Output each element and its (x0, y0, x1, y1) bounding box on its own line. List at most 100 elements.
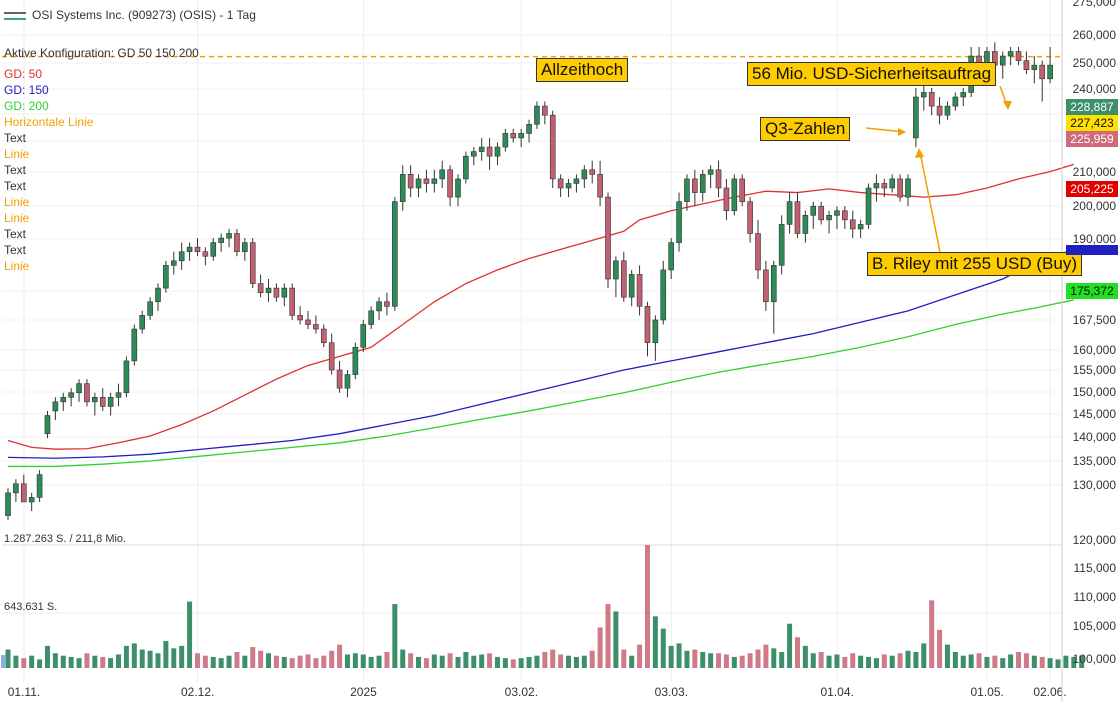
candle[interactable] (60, 392, 67, 411)
candle[interactable] (92, 392, 98, 416)
candle[interactable] (755, 219, 761, 279)
candle[interactable] (352, 342, 359, 380)
candle[interactable] (676, 192, 682, 252)
candle[interactable] (668, 238, 674, 279)
candle[interactable] (905, 174, 911, 207)
candle[interactable] (407, 165, 414, 198)
candle[interactable] (542, 101, 548, 125)
candle[interactable] (510, 128, 517, 143)
annotation-b-riley[interactable]: B. Riley mit 255 USD (Buy) (867, 252, 1082, 276)
candle[interactable] (99, 388, 106, 411)
candle[interactable] (455, 174, 461, 207)
legend-item[interactable]: Linie (4, 147, 30, 161)
candle[interactable] (502, 128, 509, 152)
candle[interactable] (5, 488, 11, 521)
candle[interactable] (226, 228, 232, 248)
candle[interactable] (415, 174, 422, 198)
legend-item[interactable]: GD: 50 (4, 67, 43, 81)
candle[interactable] (336, 360, 343, 393)
candle[interactable] (313, 315, 319, 334)
candle[interactable] (1023, 51, 1030, 75)
legend-item[interactable]: Text (4, 179, 27, 193)
candle[interactable] (692, 169, 698, 207)
candle[interactable] (652, 315, 659, 361)
candle[interactable] (534, 101, 540, 129)
candle[interactable] (873, 174, 880, 202)
ma150-line[interactable] (7, 248, 1075, 459)
candle[interactable] (234, 228, 240, 257)
candle[interactable] (920, 83, 927, 111)
candle[interactable] (178, 242, 185, 270)
candle[interactable] (573, 174, 580, 193)
candle[interactable] (928, 87, 935, 116)
candle[interactable] (849, 210, 856, 239)
legend-item[interactable]: GD: 200 (4, 99, 49, 113)
candle[interactable] (810, 201, 817, 229)
candle[interactable] (1047, 46, 1053, 84)
candle[interactable] (115, 383, 122, 407)
candle[interactable] (881, 178, 888, 198)
ma50-line[interactable] (7, 163, 1074, 450)
ma200-line[interactable] (8, 299, 1074, 468)
candle[interactable] (131, 324, 138, 366)
candle[interactable] (384, 292, 390, 316)
candle[interactable] (747, 197, 753, 243)
annotation-sicherheitsauftrag[interactable]: 56 Mio. USD-Sicherheitsauftrag (747, 62, 997, 86)
candle[interactable] (368, 306, 374, 330)
candle[interactable] (281, 283, 288, 307)
candle[interactable] (439, 160, 446, 188)
candle[interactable] (360, 319, 367, 352)
candle[interactable] (786, 192, 793, 234)
candle[interactable] (170, 251, 177, 275)
candle[interactable] (52, 397, 59, 421)
candle[interactable] (257, 274, 264, 298)
candle[interactable] (802, 210, 809, 243)
candle[interactable] (344, 370, 351, 398)
candle[interactable] (194, 238, 201, 257)
candle[interactable] (763, 260, 769, 311)
candle[interactable] (865, 183, 872, 229)
candle[interactable] (731, 174, 738, 216)
candle[interactable] (715, 160, 722, 198)
candle[interactable] (68, 388, 74, 407)
candle[interactable] (486, 137, 493, 170)
legend-item[interactable]: GD: 150 (4, 83, 49, 97)
legend-item[interactable]: Text (4, 243, 27, 257)
candle[interactable] (147, 297, 153, 320)
candle[interactable] (163, 260, 169, 293)
candle[interactable] (660, 260, 667, 325)
candle[interactable] (999, 51, 1006, 79)
candle[interactable] (297, 306, 303, 325)
candle[interactable] (463, 151, 469, 184)
candle[interactable] (470, 147, 477, 166)
candle[interactable] (218, 233, 224, 252)
candle[interactable] (1039, 60, 1046, 102)
candle[interactable] (139, 310, 146, 334)
candle[interactable] (597, 160, 603, 207)
candle[interactable] (605, 192, 611, 289)
candle[interactable] (36, 470, 43, 502)
candle[interactable] (305, 310, 311, 330)
candle[interactable] (739, 174, 746, 207)
candle[interactable] (889, 174, 896, 193)
candle[interactable] (494, 142, 501, 166)
candle[interactable] (936, 97, 943, 125)
annotation-allzeithoch[interactable]: Allzeithoch (536, 58, 629, 82)
candle[interactable] (613, 256, 619, 298)
candle[interactable] (644, 301, 651, 357)
candle[interactable] (392, 197, 398, 311)
candle[interactable] (518, 128, 524, 148)
candle[interactable] (636, 265, 643, 316)
candle[interactable] (897, 174, 903, 202)
candle[interactable] (581, 165, 588, 188)
candle[interactable] (565, 178, 572, 198)
candle[interactable] (826, 210, 832, 234)
candle[interactable] (44, 410, 51, 439)
candle[interactable] (770, 260, 777, 334)
candle[interactable] (794, 192, 801, 239)
candle[interactable] (320, 324, 327, 348)
annotation-q3-zahlen[interactable]: Q3-Zahlen (760, 117, 851, 141)
candle[interactable] (186, 242, 193, 261)
candle[interactable] (210, 238, 217, 261)
candle[interactable] (20, 474, 27, 503)
